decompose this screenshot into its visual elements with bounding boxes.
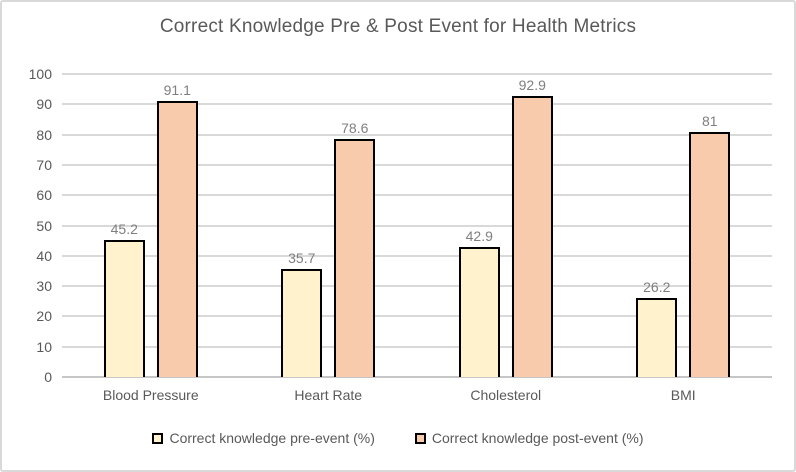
gridline — [62, 194, 772, 197]
bar-pre-event[interactable]: 45.2 — [103, 221, 145, 377]
data-label: 35.7 — [288, 249, 316, 266]
plot-area: 0 10 20 30 40 50 60 70 80 90 100 45.2 91.1 Blood Pre… — [29, 67, 773, 403]
gridline — [62, 285, 772, 288]
y-tick-label: 50 — [36, 217, 52, 234]
category-label: Blood Pressure — [102, 387, 199, 403]
y-tick-label: 100 — [28, 66, 52, 82]
y-tick-label: 20 — [36, 308, 52, 325]
bar-pre-event[interactable]: 35.7 — [281, 250, 323, 377]
gridline — [62, 133, 772, 136]
gridline — [62, 345, 772, 348]
category-label: Heart Rate — [294, 387, 363, 403]
data-label: 42.9 — [465, 228, 493, 245]
y-tick-label: 80 — [36, 126, 52, 143]
gridline — [62, 163, 772, 166]
legend-item-pre-event[interactable]: Correct knowledge pre-event (%) — [152, 430, 375, 446]
data-label: 91.1 — [163, 81, 191, 98]
legend-swatch-pre-event-icon — [152, 432, 164, 444]
category-group: 45.2 91.1 Blood Pressure — [62, 74, 240, 403]
category-group: 26.2 81 BMI — [595, 74, 773, 403]
category-label: Cholesterol — [470, 387, 542, 403]
data-label: 92.9 — [518, 76, 546, 93]
data-label: 81 — [701, 112, 718, 129]
y-tick-label: 10 — [36, 338, 52, 355]
bar-post-event[interactable]: 78.6 — [334, 120, 376, 377]
legend-label-post-event: Correct knowledge post-event (%) — [431, 430, 644, 446]
bar-post-event[interactable]: 92.9 — [511, 77, 553, 377]
bar-post-event[interactable]: 91.1 — [156, 82, 198, 377]
legend-swatch-post-event-icon — [414, 432, 426, 444]
gridline — [62, 73, 772, 75]
bar-pre-event[interactable]: 42.9 — [458, 228, 500, 377]
y-tick-label: 90 — [36, 96, 52, 113]
gridline — [62, 224, 772, 227]
data-label: 45.2 — [110, 221, 138, 238]
y-tick-label: 40 — [36, 247, 52, 264]
bar-post-event[interactable]: 81 — [689, 113, 731, 377]
data-label: 78.6 — [341, 119, 369, 136]
category-label: BMI — [670, 387, 696, 403]
gridline — [62, 254, 772, 257]
y-tick-label: 70 — [36, 156, 52, 173]
gridline — [62, 103, 772, 106]
chart-title: Correct Knowledge Pre & Post Event for H… — [159, 16, 637, 37]
y-tick-label: 60 — [36, 187, 52, 204]
y-tick-label: 0 — [44, 369, 52, 385]
x-axis-line — [62, 376, 772, 378]
y-tick-label: 30 — [36, 278, 52, 295]
category-group: 42.9 92.9 Cholesterol — [417, 74, 595, 403]
legend-label-pre-event: Correct knowledge pre-event (%) — [169, 430, 375, 446]
data-label: 26.2 — [643, 278, 671, 295]
legend-item-post-event[interactable]: Correct knowledge post-event (%) — [414, 430, 644, 446]
bar-pre-event[interactable]: 26.2 — [636, 279, 678, 377]
category-group: 35.7 78.6 Heart Rate — [240, 74, 418, 403]
legend: Correct knowledge pre-event (%) Correct … — [2, 430, 794, 446]
gridline — [62, 315, 772, 318]
